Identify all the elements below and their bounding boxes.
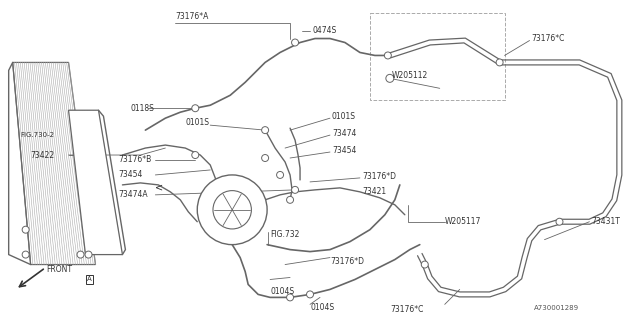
Text: W205112: W205112 [392,71,428,80]
Text: 73176*C: 73176*C [390,305,423,314]
Text: FIG.732: FIG.732 [270,230,300,239]
Text: 73421: 73421 [362,188,386,196]
Text: 0474S: 0474S [312,26,336,35]
Text: 73176*B: 73176*B [118,156,152,164]
Circle shape [287,196,294,203]
Circle shape [276,172,284,179]
Circle shape [77,251,84,258]
Text: A730001289: A730001289 [534,305,579,311]
Text: W205117: W205117 [445,217,481,226]
Circle shape [421,261,428,268]
Text: 73176*C: 73176*C [532,34,565,43]
Text: FIG.730-2: FIG.730-2 [20,132,54,138]
Circle shape [496,59,503,66]
Text: A: A [87,276,92,283]
Text: 0118S: 0118S [131,104,154,113]
Circle shape [262,155,269,162]
Circle shape [386,74,394,82]
Text: 73176*A: 73176*A [175,12,209,20]
Text: 73176*D: 73176*D [330,257,364,266]
Circle shape [292,186,298,193]
Text: 0101S: 0101S [332,112,356,121]
Text: 0101S: 0101S [186,118,209,127]
Circle shape [556,218,563,225]
Text: 73431T: 73431T [591,217,620,226]
Text: FRONT: FRONT [47,265,72,274]
Text: 73474A: 73474A [118,190,148,199]
Text: <: < [156,183,163,193]
Polygon shape [68,110,122,255]
Text: 0104S: 0104S [310,303,334,312]
Text: 73454: 73454 [332,146,356,155]
Circle shape [22,251,29,258]
Circle shape [85,251,92,258]
Circle shape [213,191,252,229]
Text: 0104S: 0104S [270,287,294,296]
Circle shape [292,39,298,46]
Text: 73454: 73454 [118,171,143,180]
Text: 73422: 73422 [31,150,55,160]
Text: 73474: 73474 [332,129,356,138]
Circle shape [287,294,294,301]
Circle shape [307,291,314,298]
Text: 73176*D: 73176*D [362,172,396,181]
Circle shape [385,52,391,59]
Circle shape [197,175,267,244]
Circle shape [262,127,269,134]
Circle shape [192,105,199,112]
Circle shape [192,152,199,158]
Circle shape [22,226,29,233]
Polygon shape [13,62,95,265]
